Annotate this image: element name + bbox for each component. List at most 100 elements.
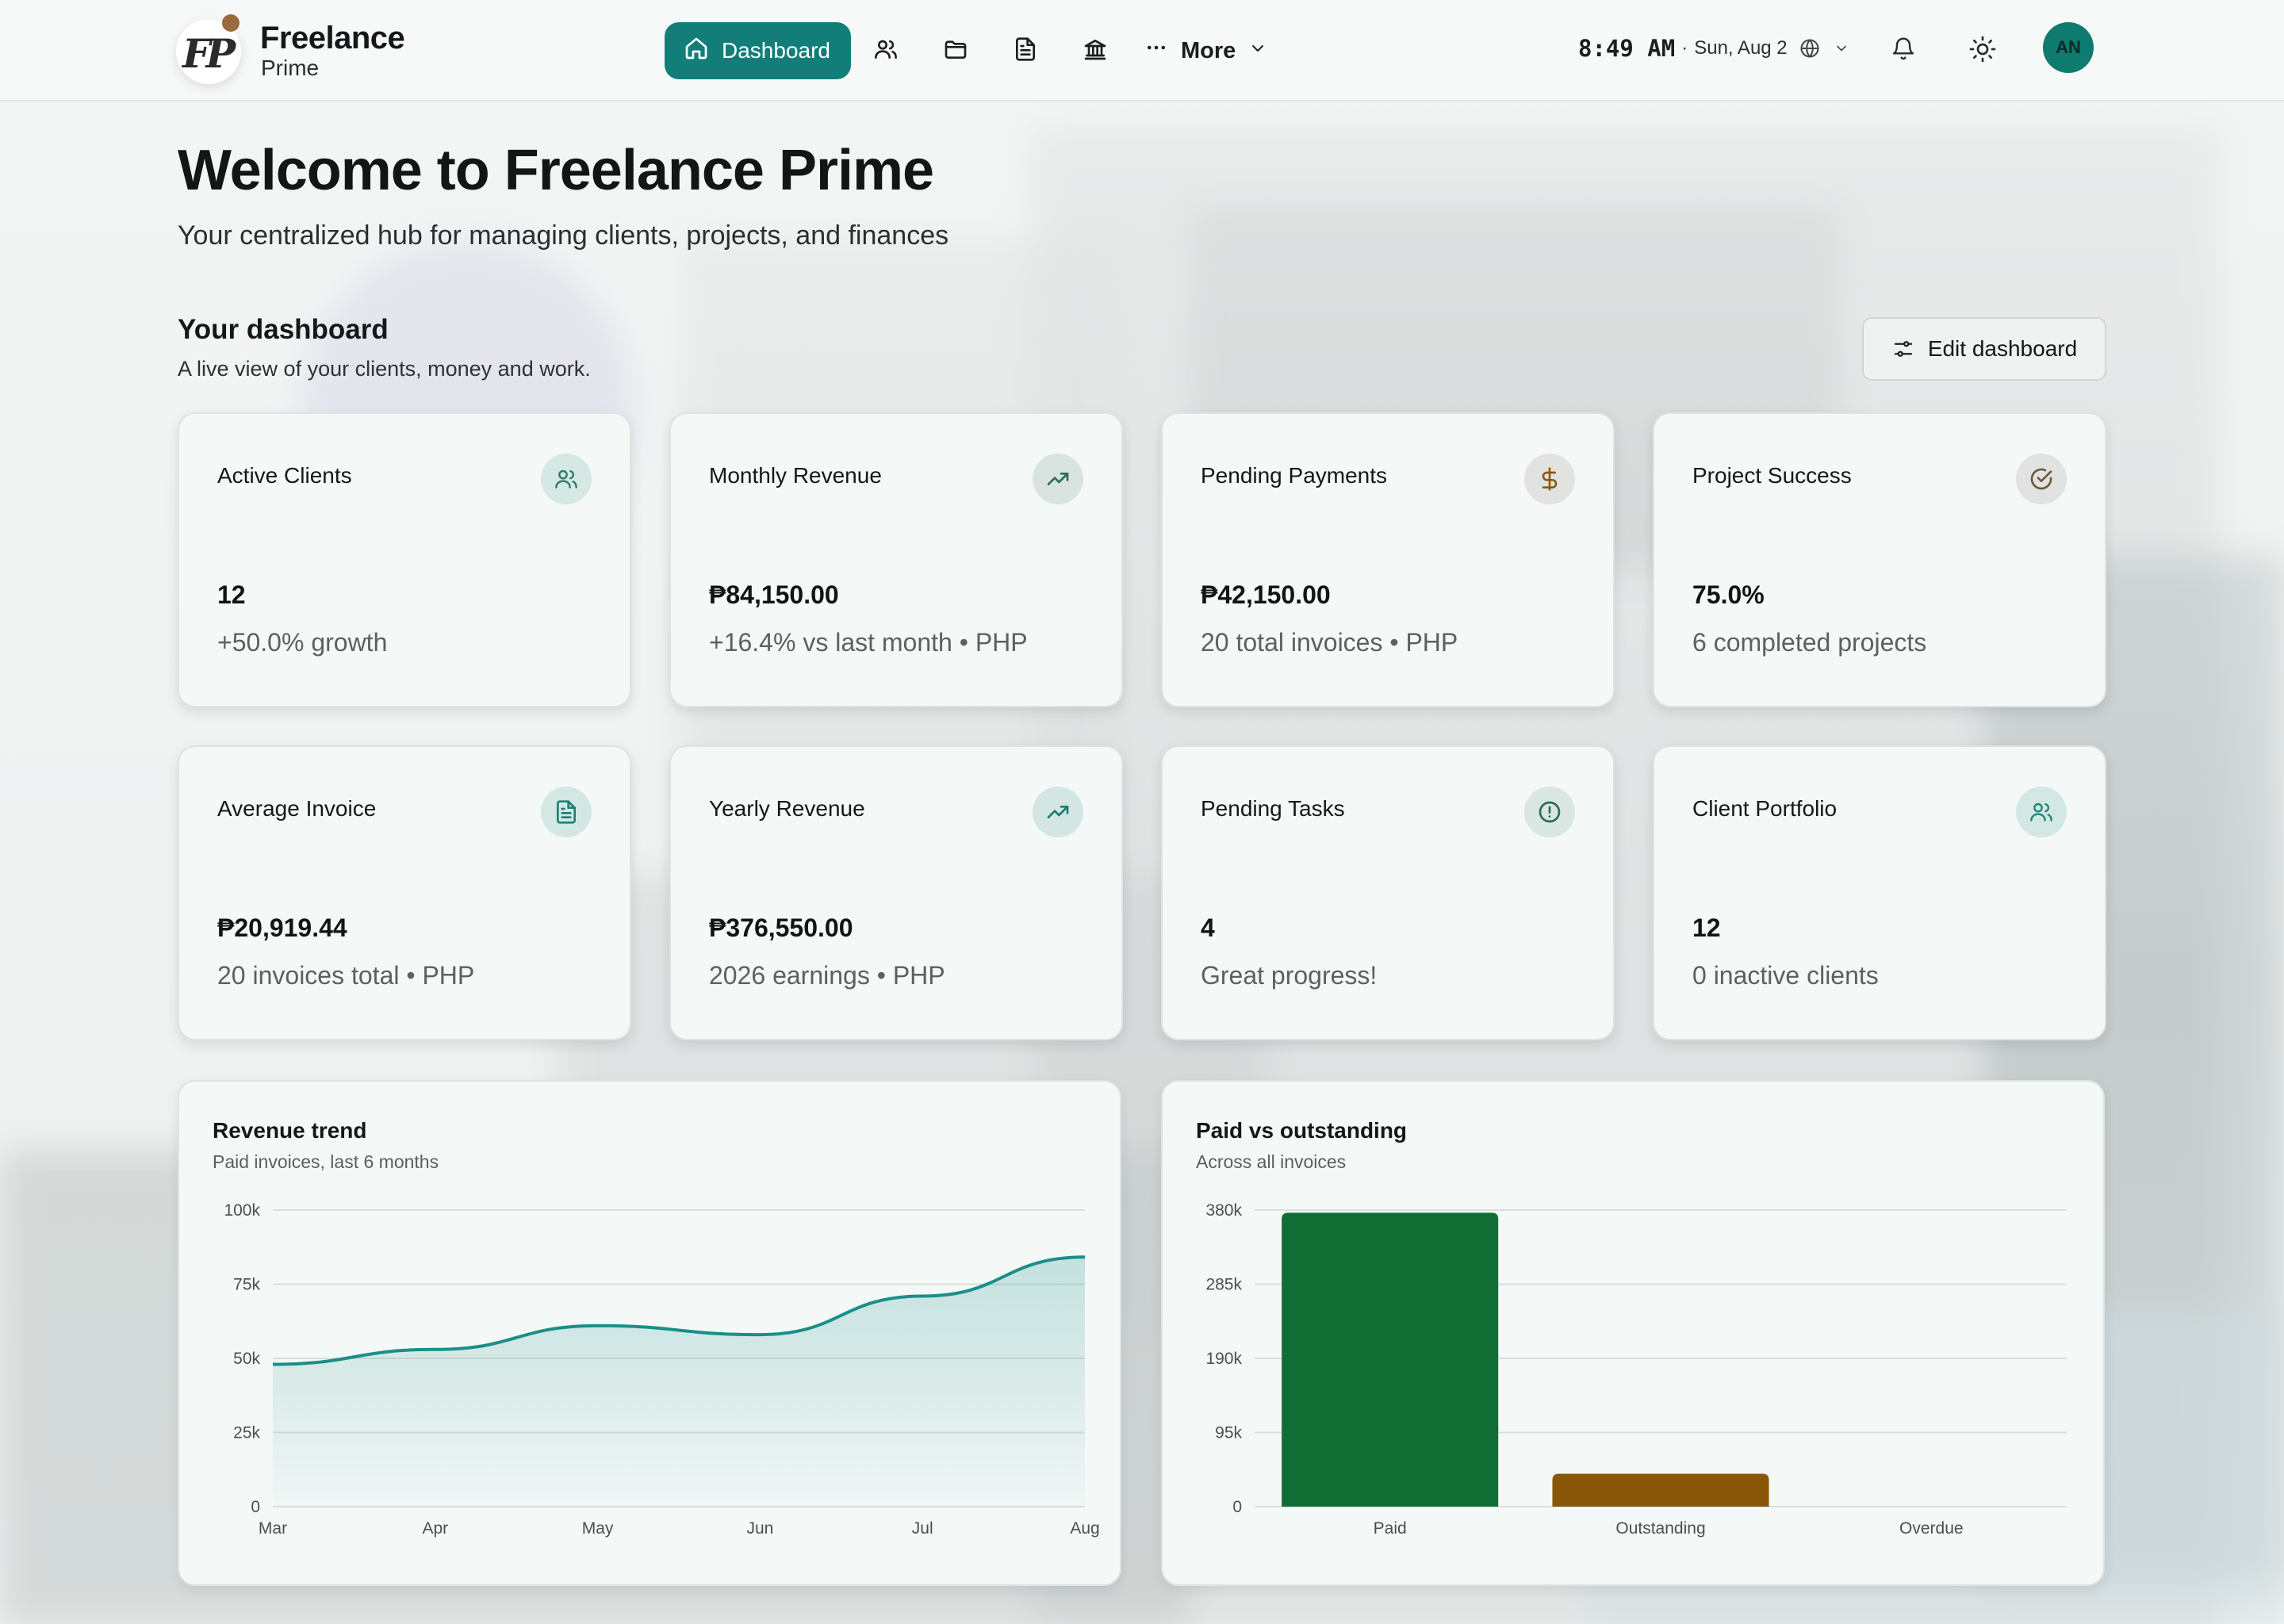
chevron-down-icon [1834,40,1849,56]
card-title: Yearly Revenue [709,796,865,821]
x-tick-label: Outstanding [1615,1519,1705,1538]
bar-paid [1282,1212,1499,1507]
users-icon [541,454,592,504]
card-note: +50.0% growth [217,628,388,657]
stat-card-client-portfolio[interactable]: Client Portfolio 12 0 inactive clients [1653,745,2106,1040]
x-tick-label: Apr [422,1519,448,1538]
x-tick-label: Aug [1070,1519,1099,1538]
brand-subtitle: Prime [261,56,320,80]
clock-time: 8:49 AM [1578,35,1676,62]
card-title: Project Success [1692,463,1852,488]
y-tick-label: 25k [233,1424,260,1442]
paid-vs-outstanding-chart: 0 95k 190k 285k 380k Paid Outstanding Overdue [1205,1201,2067,1538]
chart-subtitle: Across all invoices [1196,1151,1347,1172]
revenue-trend-chart: 0 25k 50k 75k 100k Mar Apr May Jun Jul Aug [224,1201,1099,1538]
nav-more-button[interactable]: More [1144,36,1267,66]
page-subtitle: Your centralized hub for managing client… [178,220,949,251]
logo-dot [222,14,240,32]
card-title: Pending Payments [1201,463,1388,488]
trending-up-icon [1033,454,1083,504]
nav-clients-button[interactable] [851,22,921,79]
sliders-icon [1891,337,1915,361]
folder-icon [943,36,968,66]
chart-title: Paid vs outstanding [1196,1118,1408,1143]
users-icon [873,36,899,66]
stat-card-monthly-revenue[interactable]: Monthly Revenue ₱84,150.00 +16.4% vs las… [669,412,1123,707]
users-icon [2016,787,2067,837]
bell-icon [1891,36,1916,66]
nav-more-label: More [1180,37,1236,63]
stat-card-average-invoice[interactable]: Average Invoice ₱20,919.44 20 invoices t… [178,745,631,1040]
card-title: Active Clients [217,463,352,488]
card-value: 12 [217,580,246,609]
bank-icon [1083,36,1108,66]
nav-banking-button[interactable] [1060,22,1130,79]
clock-separator: · [1681,37,1688,59]
card-value: ₱42,150.00 [1201,580,1331,609]
bar-outstanding [1552,1473,1769,1507]
brand-name: Freelance [260,21,405,56]
card-note: 6 completed projects [1692,628,1927,657]
more-dots-icon [1144,36,1168,66]
x-tick-label: Overdue [1899,1519,1964,1538]
brand-logo-text: FP [182,30,236,77]
revenue-area-fill [273,1257,1085,1507]
stat-card-yearly-revenue[interactable]: Yearly Revenue ₱376,550.00 2026 earnings… [669,745,1123,1040]
edit-dashboard-button[interactable]: Edit dashboard [1862,317,2106,381]
theme-toggle-button[interactable] [1960,29,2005,73]
card-value: 12 [1692,914,1721,942]
clock-widget[interactable]: 8:49 AM · Sun, Aug 2 [1578,35,1849,62]
card-title: Pending Tasks [1201,796,1345,821]
x-tick-label: Mar [259,1519,287,1538]
stat-card-pending-payments[interactable]: Pending Payments ₱42,150.00 20 total inv… [1161,412,1615,707]
nav-projects-button[interactable] [921,22,991,79]
y-tick-label: 50k [233,1350,260,1368]
y-tick-label: 190k [1205,1350,1242,1368]
main-content: Welcome to Freelance Prime Your centrali… [0,102,2284,1624]
revenue-line [272,1255,1086,1366]
main-nav: Dashboard More [665,22,1267,79]
revenue-trend-card: 0 25k 50k 75k 100k Mar Apr May Jun Jul Aug Revenue… [178,1080,1121,1586]
nav-invoices-button[interactable] [991,22,1060,79]
nav-dashboard-label: Dashboard [722,38,830,63]
y-tick-label: 380k [1205,1201,1242,1220]
y-tick-label: 95k [1215,1424,1242,1442]
home-icon [684,36,709,67]
stat-card-pending-tasks[interactable]: Pending Tasks 4 Great progress! [1161,745,1615,1040]
card-value: ₱376,550.00 [709,914,853,942]
notifications-button[interactable] [1881,29,1926,73]
card-title: Monthly Revenue [709,463,882,488]
dashboard-subheading: A live view of your clients, money and w… [178,357,591,381]
brand-logo[interactable]: FP [176,14,241,84]
card-note: 20 invoices total • PHP [217,961,475,990]
card-title: Average Invoice [217,796,377,821]
document-icon [1013,36,1038,66]
dashboard-heading: Your dashboard [178,314,389,345]
top-navigation-bar: FP Freelance Prime Dashboard [0,0,2284,102]
y-tick-label: 100k [224,1201,260,1220]
page-title: Welcome to Freelance Prime [178,139,934,202]
x-tick-label: Jun [746,1519,773,1538]
card-note: Great progress! [1201,961,1378,990]
card-value: 4 [1201,914,1215,942]
clock-date: Sun, Aug 2 [1694,37,1788,59]
stat-card-project-success[interactable]: Project Success 75.0% 6 completed projec… [1653,412,2106,707]
trending-up-icon [1033,787,1083,837]
edit-dashboard-label: Edit dashboard [1927,336,2078,361]
sun-icon [1968,35,1997,67]
card-value: ₱20,919.44 [217,914,347,942]
y-tick-label: 75k [233,1276,260,1294]
paid-vs-outstanding-card: 0 95k 190k 285k 380k Paid Outstanding Overdue P… [1161,1080,2105,1586]
x-tick-label: Paid [1374,1519,1407,1538]
globe-icon [1799,37,1821,59]
x-tick-label: May [582,1519,614,1538]
card-title: Client Portfolio [1692,796,1838,821]
chart-subtitle: Paid invoices, last 6 months [213,1151,439,1172]
alert-circle-icon [1524,787,1575,837]
document-icon [541,787,592,837]
user-avatar[interactable]: AN [2043,22,2094,73]
card-value: ₱84,150.00 [709,580,839,609]
nav-dashboard-button[interactable]: Dashboard [665,22,851,79]
stat-card-active-clients[interactable]: Active Clients 12 +50.0% growth [178,412,631,707]
card-note: +16.4% vs last month • PHP [709,628,1028,657]
